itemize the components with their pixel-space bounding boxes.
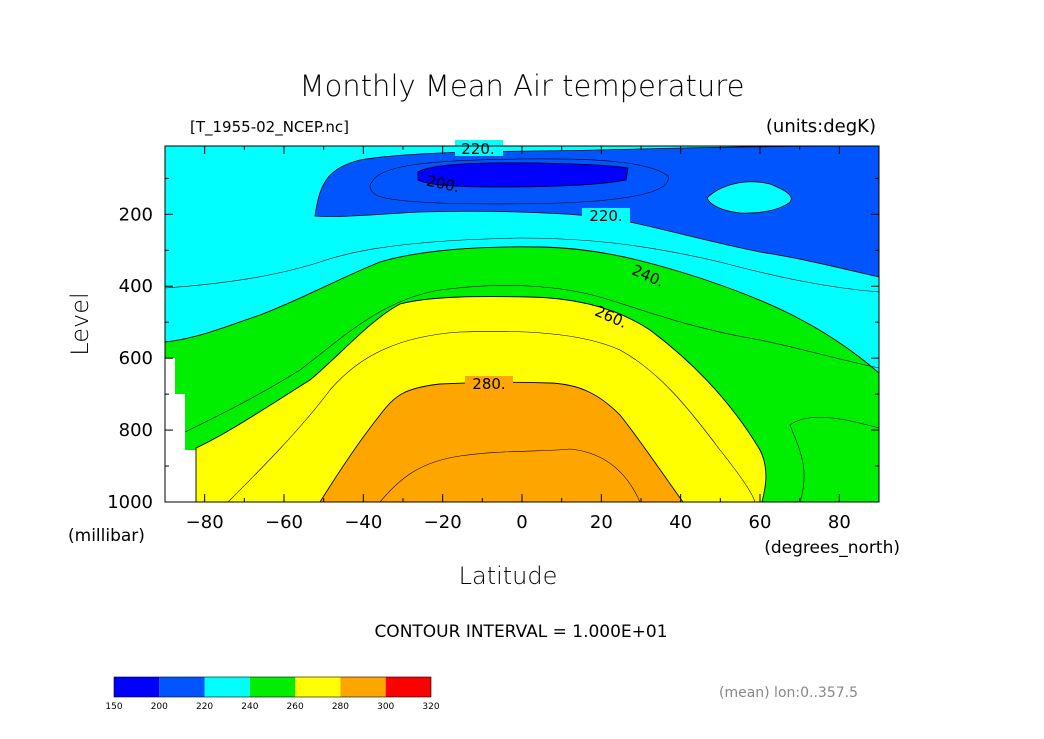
- x-tick-label: −60: [265, 512, 303, 533]
- x-tick-label: −20: [424, 512, 462, 533]
- contour-label: 280.: [472, 375, 505, 393]
- colorbar-label: 240: [241, 702, 258, 712]
- contour-290: [379, 448, 641, 502]
- x-tick-label: 80: [828, 512, 851, 533]
- colorbar-label: 260: [287, 702, 304, 712]
- units-label: (units:degK): [766, 116, 876, 137]
- contour-230: [165, 237, 879, 293]
- contour-210: [369, 158, 669, 205]
- contour-250: [184, 285, 879, 433]
- x-tick-label: 40: [669, 512, 692, 533]
- band-150-200: [417, 162, 629, 188]
- footer-note: (mean) lon:0..357.5: [719, 685, 858, 701]
- band-220-island: [706, 181, 792, 214]
- y-tick-label: 1000: [107, 492, 153, 513]
- colorbar-label: 150: [105, 702, 122, 712]
- contour-field: [165, 146, 879, 502]
- colorbar-swatch: [204, 677, 250, 697]
- colorbar-label: 320: [422, 702, 439, 712]
- colorbar-swatch: [249, 677, 296, 697]
- x-tick-label: 0: [516, 512, 527, 533]
- contour-label: 220.: [589, 207, 622, 225]
- colorbar-frame: [113, 676, 432, 698]
- y-tick-label: 200: [119, 204, 153, 225]
- missing-data-region: [165, 358, 196, 502]
- colorbar-swatch: [385, 677, 431, 697]
- colorbar-swatch: [159, 677, 205, 697]
- x-tick-label: 20: [590, 512, 613, 533]
- colorbar-label: 220: [196, 702, 213, 712]
- x-tick-label: 60: [749, 512, 772, 533]
- y-axis: 200 400 600 800 1000: [107, 177, 879, 513]
- colorbar-swatch: [340, 677, 386, 697]
- y-tick-label: 600: [119, 348, 153, 369]
- y-axis-title: Level: [66, 292, 94, 355]
- colorbar-swatch: [295, 677, 341, 697]
- x-tick-label: −40: [344, 512, 382, 533]
- contour-250-right: [789, 416, 879, 502]
- contour-labels: 220. 200. 220. 240. 260. 280.: [425, 140, 667, 393]
- x-axis-title: Latitude: [459, 562, 558, 590]
- contour-270: [227, 331, 756, 502]
- colorbar-label: 200: [151, 702, 168, 712]
- y-tick-label: 800: [119, 420, 153, 441]
- contour-label: 220.: [461, 140, 494, 158]
- colorbar-swatch: [114, 677, 160, 697]
- contour-interval: CONTOUR INTERVAL = 1.000E+01: [374, 622, 667, 642]
- x-tick-label: −80: [186, 512, 224, 533]
- colorbar-label: 300: [377, 702, 394, 712]
- file-label: [T_1955-02_NCEP.nc]: [190, 118, 349, 137]
- x-axis-units: (degrees_north): [764, 538, 900, 558]
- chart-title: Monthly Mean Air temperature: [300, 69, 745, 103]
- y-axis-units: (millibar): [68, 526, 145, 546]
- x-axis: −80 −60 −40 −20 0 20 40 60 80: [164, 146, 880, 533]
- y-tick-label: 400: [119, 276, 153, 297]
- colorbar-label: 280: [332, 702, 349, 712]
- colorbar: 150 200 220 240 260 280 300 320: [105, 676, 440, 712]
